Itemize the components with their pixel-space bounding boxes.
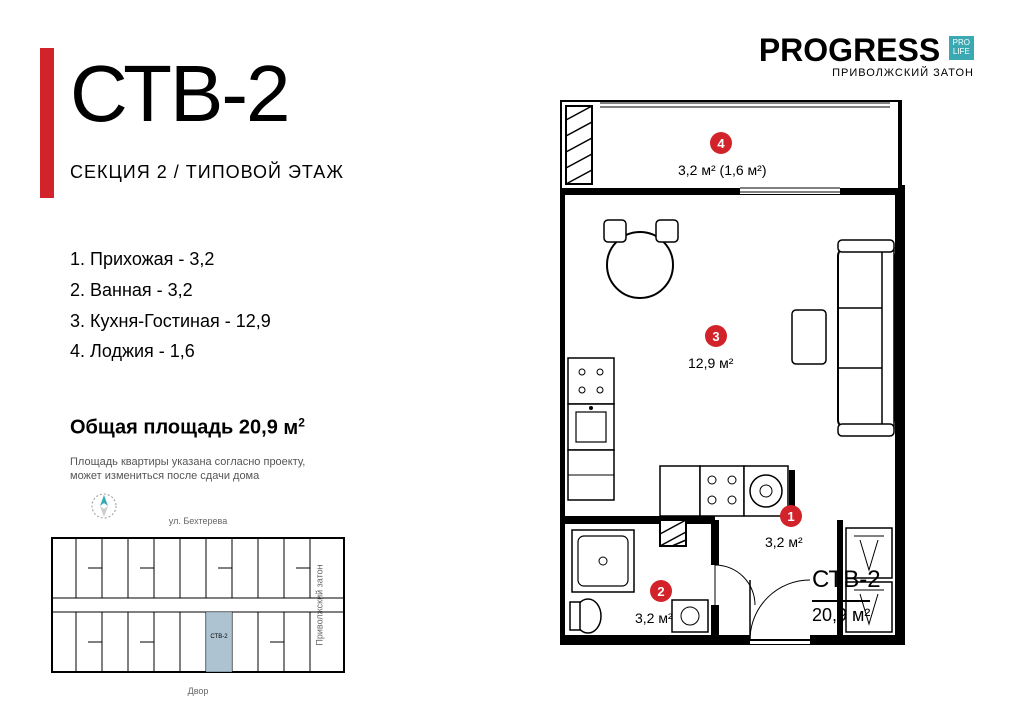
room-area-1: 3,2 м² [765,534,803,550]
total-area: Общая площадь 20,9 м2 [70,415,305,440]
section-subtitle: СЕКЦИЯ 2 / ТИПОВОЙ ЭТАЖ [70,162,344,183]
floor-plan: 4 3,2 м² (1,6 м²) 3 12,9 м² 1 3,2 м² 2 3… [560,100,940,660]
total-area-value: 20,9 [239,417,278,439]
room-list-item: 4. Лоджия - 1,6 [70,337,271,366]
room-area-2: 3,2 м² [635,610,673,626]
disclaimer: Площадь квартиры указана согласно проект… [70,455,350,484]
room-badge-4: 4 [710,132,732,154]
room-area-4: 3,2 м² (1,6 м²) [678,162,767,178]
mini-plan-street-top: ул. Бехтерева [169,516,227,526]
room-list-item: 3. Кухня-Гостиная - 12,9 [70,307,271,336]
building-mini-plan: ул. Бехтерева Двор Приволжский затон [48,530,348,680]
room-list: 1. Прихожая - 3,22. Ванная - 3,23. Кухня… [70,245,271,368]
mini-plan-street-bottom: Двор [188,686,209,696]
disclaimer-line2: может измениться после сдачи дома [70,469,350,483]
plan-unit-total: 20,9 м² [812,600,870,626]
room-badge-3: 3 [705,325,727,347]
room-list-item: 1. Прихожая - 3,2 [70,245,271,274]
brand-name: PROGRESS [759,32,940,69]
plan-unit-name: СТВ-2 [812,566,881,594]
disclaimer-line1: Площадь квартиры указана согласно проект… [70,455,350,469]
room-badge-2: 2 [650,580,672,602]
room-area-3: 12,9 м² [688,355,733,371]
mini-plan-unit-label: СТВ-2 [210,634,228,640]
mini-plan-street-right: Приволжский затон [314,564,324,645]
brand-badge-l2: LIFE [953,48,970,57]
room-list-item: 2. Ванная - 3,2 [70,276,271,305]
total-area-unit: м2 [283,417,304,439]
unit-title: СТВ-2 [70,48,288,140]
brand-badge: PRO LIFE [949,36,974,60]
room-badge-1: 1 [780,505,802,527]
compass-icon [90,492,118,520]
accent-bar [40,48,54,198]
brand-block: PROGRESS PRO LIFE ПРИВОЛЖСКИЙ ЗАТОН [759,32,974,79]
total-area-label: Общая площадь [70,417,233,439]
